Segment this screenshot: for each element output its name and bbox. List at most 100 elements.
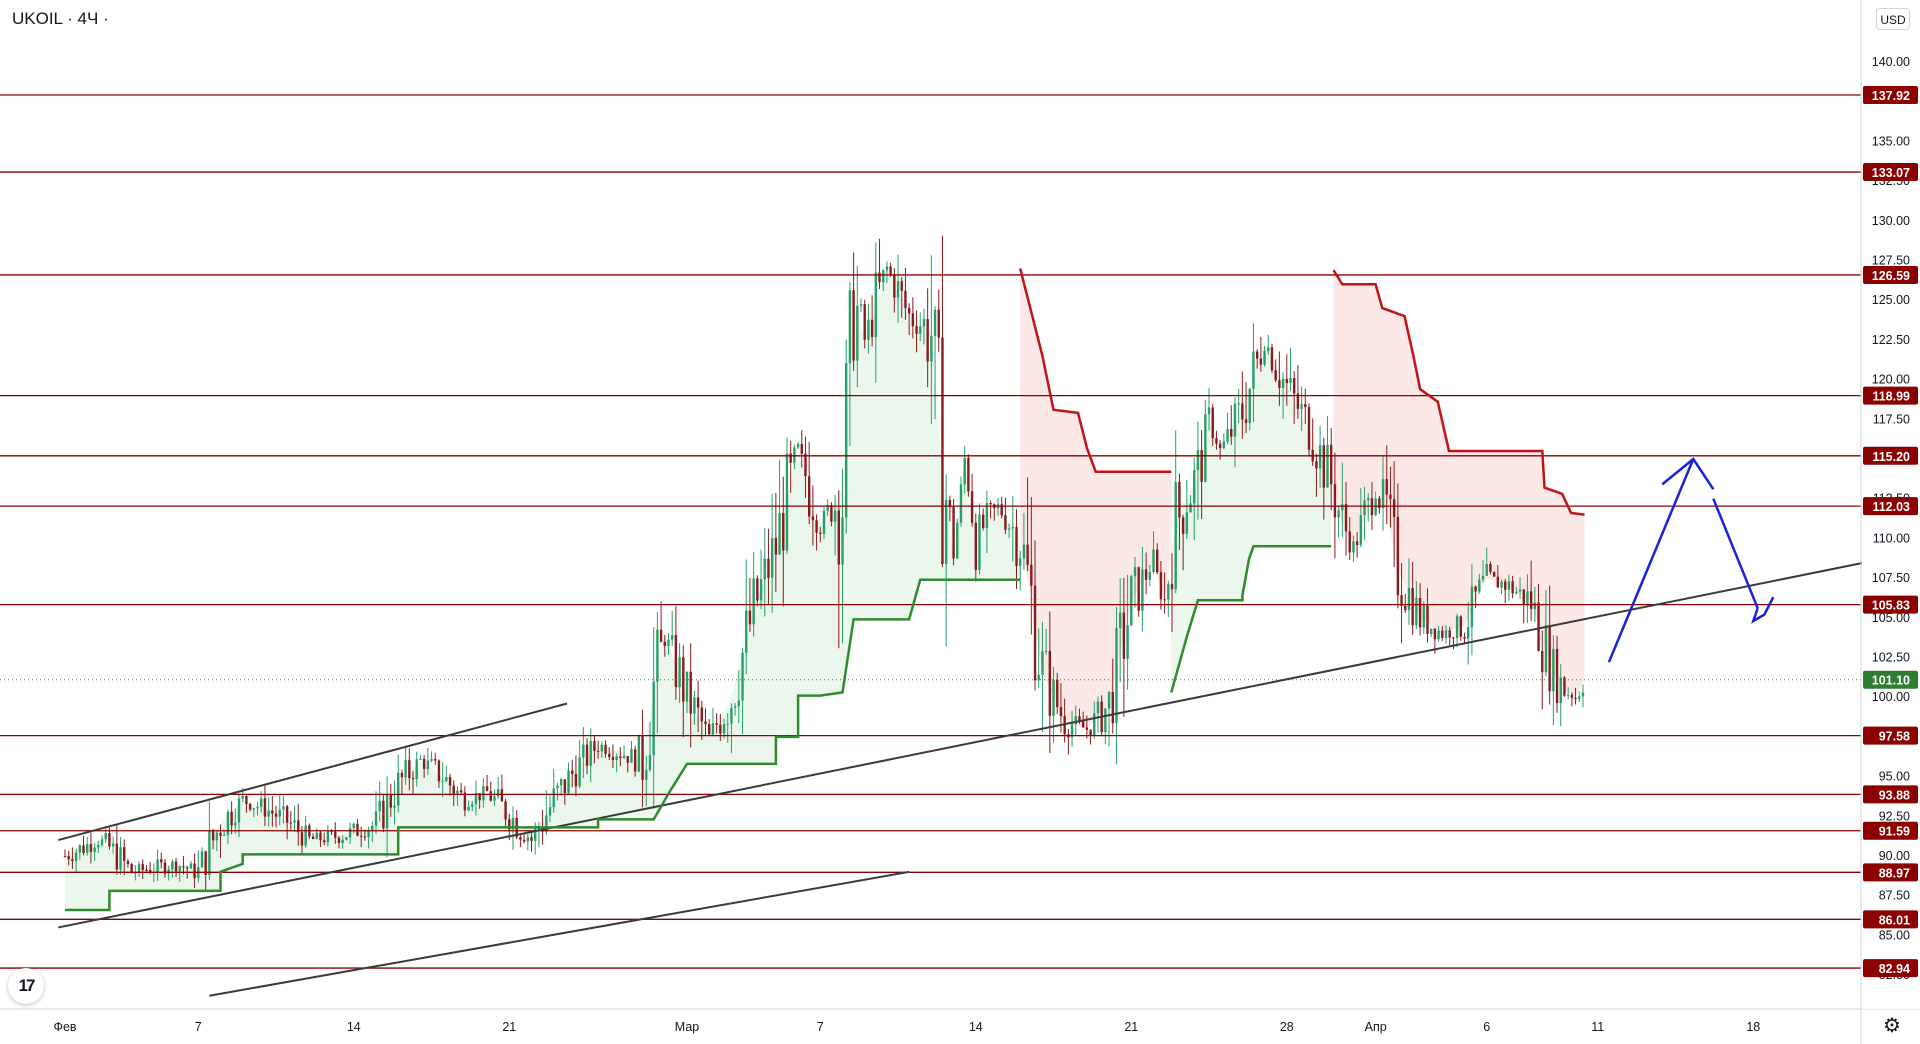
current-price-badge-bg bbox=[1863, 670, 1918, 689]
candle-body bbox=[478, 793, 481, 801]
candle-body bbox=[86, 844, 89, 854]
candle-body bbox=[223, 834, 226, 836]
candle-body bbox=[693, 697, 696, 714]
candle-body bbox=[489, 791, 492, 801]
candle-body bbox=[1022, 544, 1026, 559]
candle-body bbox=[211, 830, 215, 841]
candle-body bbox=[1296, 393, 1300, 409]
level-badge-bg bbox=[1863, 910, 1918, 929]
candle-body bbox=[508, 819, 511, 830]
candle-body bbox=[456, 790, 459, 795]
forecast-arrow[interactable] bbox=[1607, 457, 1775, 663]
candle-body bbox=[722, 724, 726, 734]
level-badge: 97.58 bbox=[1879, 730, 1910, 744]
candle-body bbox=[596, 750, 600, 752]
level-badge-bg bbox=[1863, 959, 1918, 978]
candle-body bbox=[119, 847, 122, 870]
candle-body bbox=[448, 776, 452, 786]
candle-body bbox=[641, 734, 644, 780]
price-axis-ticks: 140.00135.00132.50130.00127.50125.00122.… bbox=[1872, 55, 1910, 982]
candle-body bbox=[659, 629, 663, 642]
candle-body bbox=[874, 272, 878, 338]
forecast-peak-head bbox=[1661, 457, 1715, 490]
level-badge: 93.88 bbox=[1879, 788, 1910, 802]
candle-body bbox=[348, 828, 352, 838]
candle-body bbox=[252, 808, 256, 810]
candle-body bbox=[715, 723, 718, 725]
candle-body bbox=[708, 724, 711, 735]
candle-body bbox=[600, 744, 604, 752]
candle-body bbox=[1507, 581, 1511, 590]
candle-body bbox=[611, 756, 615, 761]
trendline-0 bbox=[58, 558, 1883, 929]
level-badge-bg bbox=[1863, 446, 1918, 465]
current-price-badge: 101.10 bbox=[1872, 674, 1910, 688]
candle-body bbox=[300, 832, 304, 846]
candle-body bbox=[1333, 484, 1337, 518]
candle-body bbox=[704, 721, 707, 725]
horizontal-levels[interactable] bbox=[0, 94, 1861, 969]
candle-body bbox=[1152, 549, 1155, 573]
candle-body bbox=[1033, 585, 1037, 681]
candle-body bbox=[167, 869, 170, 874]
candle-body bbox=[900, 281, 903, 291]
candle-body bbox=[1304, 404, 1307, 408]
candle-body bbox=[100, 839, 104, 845]
trendlines[interactable] bbox=[58, 558, 1883, 997]
candle-body bbox=[1581, 692, 1585, 697]
candle-body bbox=[741, 652, 744, 701]
candle-body bbox=[367, 830, 370, 838]
candle-body bbox=[363, 836, 367, 838]
candle-body bbox=[385, 793, 389, 829]
candle-body bbox=[285, 806, 289, 823]
candle-body bbox=[1344, 504, 1348, 532]
candle-body bbox=[1274, 370, 1277, 381]
candle-body bbox=[282, 806, 285, 810]
candle-body bbox=[1281, 378, 1285, 389]
candle-body bbox=[1159, 572, 1163, 600]
candle-body bbox=[637, 734, 641, 772]
price-tick-label: 107.50 bbox=[1872, 571, 1910, 585]
tradingview-logo-icon[interactable]: 17 bbox=[8, 968, 44, 1004]
candle-body bbox=[656, 629, 659, 682]
price-tick-label: 92.50 bbox=[1879, 809, 1910, 823]
candle-body bbox=[1330, 444, 1333, 485]
candle-body bbox=[545, 815, 548, 832]
candle-body bbox=[985, 502, 989, 529]
candle-body bbox=[1537, 602, 1540, 652]
candle-body bbox=[219, 832, 222, 836]
candle-body bbox=[185, 867, 189, 869]
candle-body bbox=[408, 760, 411, 779]
candle-body bbox=[1230, 428, 1233, 437]
candle-body bbox=[485, 786, 489, 792]
candle-body bbox=[726, 723, 729, 725]
candle-body bbox=[622, 756, 626, 758]
candle-body bbox=[1156, 549, 1159, 573]
time-tick-label: 7 bbox=[817, 1020, 824, 1034]
gear-icon[interactable]: ⚙ bbox=[1883, 1015, 1901, 1037]
candle-body bbox=[952, 506, 955, 559]
supertrend-up-line-0 bbox=[65, 578, 1021, 912]
time-tick-label: Фев bbox=[53, 1020, 76, 1034]
level-badge-bg bbox=[1863, 785, 1918, 804]
time-tick-label: 11 bbox=[1591, 1020, 1604, 1034]
supertrend-down-line-0 bbox=[1018, 268, 1172, 473]
currency-button[interactable]: USD bbox=[1876, 8, 1910, 30]
supertrend-lines bbox=[65, 268, 1585, 912]
candle-body bbox=[970, 491, 974, 523]
candle-body bbox=[1081, 721, 1085, 728]
candle-body bbox=[574, 774, 578, 787]
candle-body bbox=[411, 778, 415, 780]
candle-body bbox=[1222, 441, 1226, 449]
ticker-label[interactable]: UKOIL · 4Ч · bbox=[12, 9, 109, 28]
candle-body bbox=[519, 837, 522, 840]
candle-body bbox=[1167, 584, 1170, 600]
candle-body bbox=[667, 639, 670, 646]
candle-body bbox=[1255, 351, 1259, 359]
level-badge: 112.03 bbox=[1872, 500, 1910, 514]
time-tick-label: 28 bbox=[1280, 1020, 1294, 1034]
candle-body bbox=[1444, 630, 1448, 638]
candle-body bbox=[215, 832, 218, 841]
candle-body bbox=[711, 723, 715, 735]
